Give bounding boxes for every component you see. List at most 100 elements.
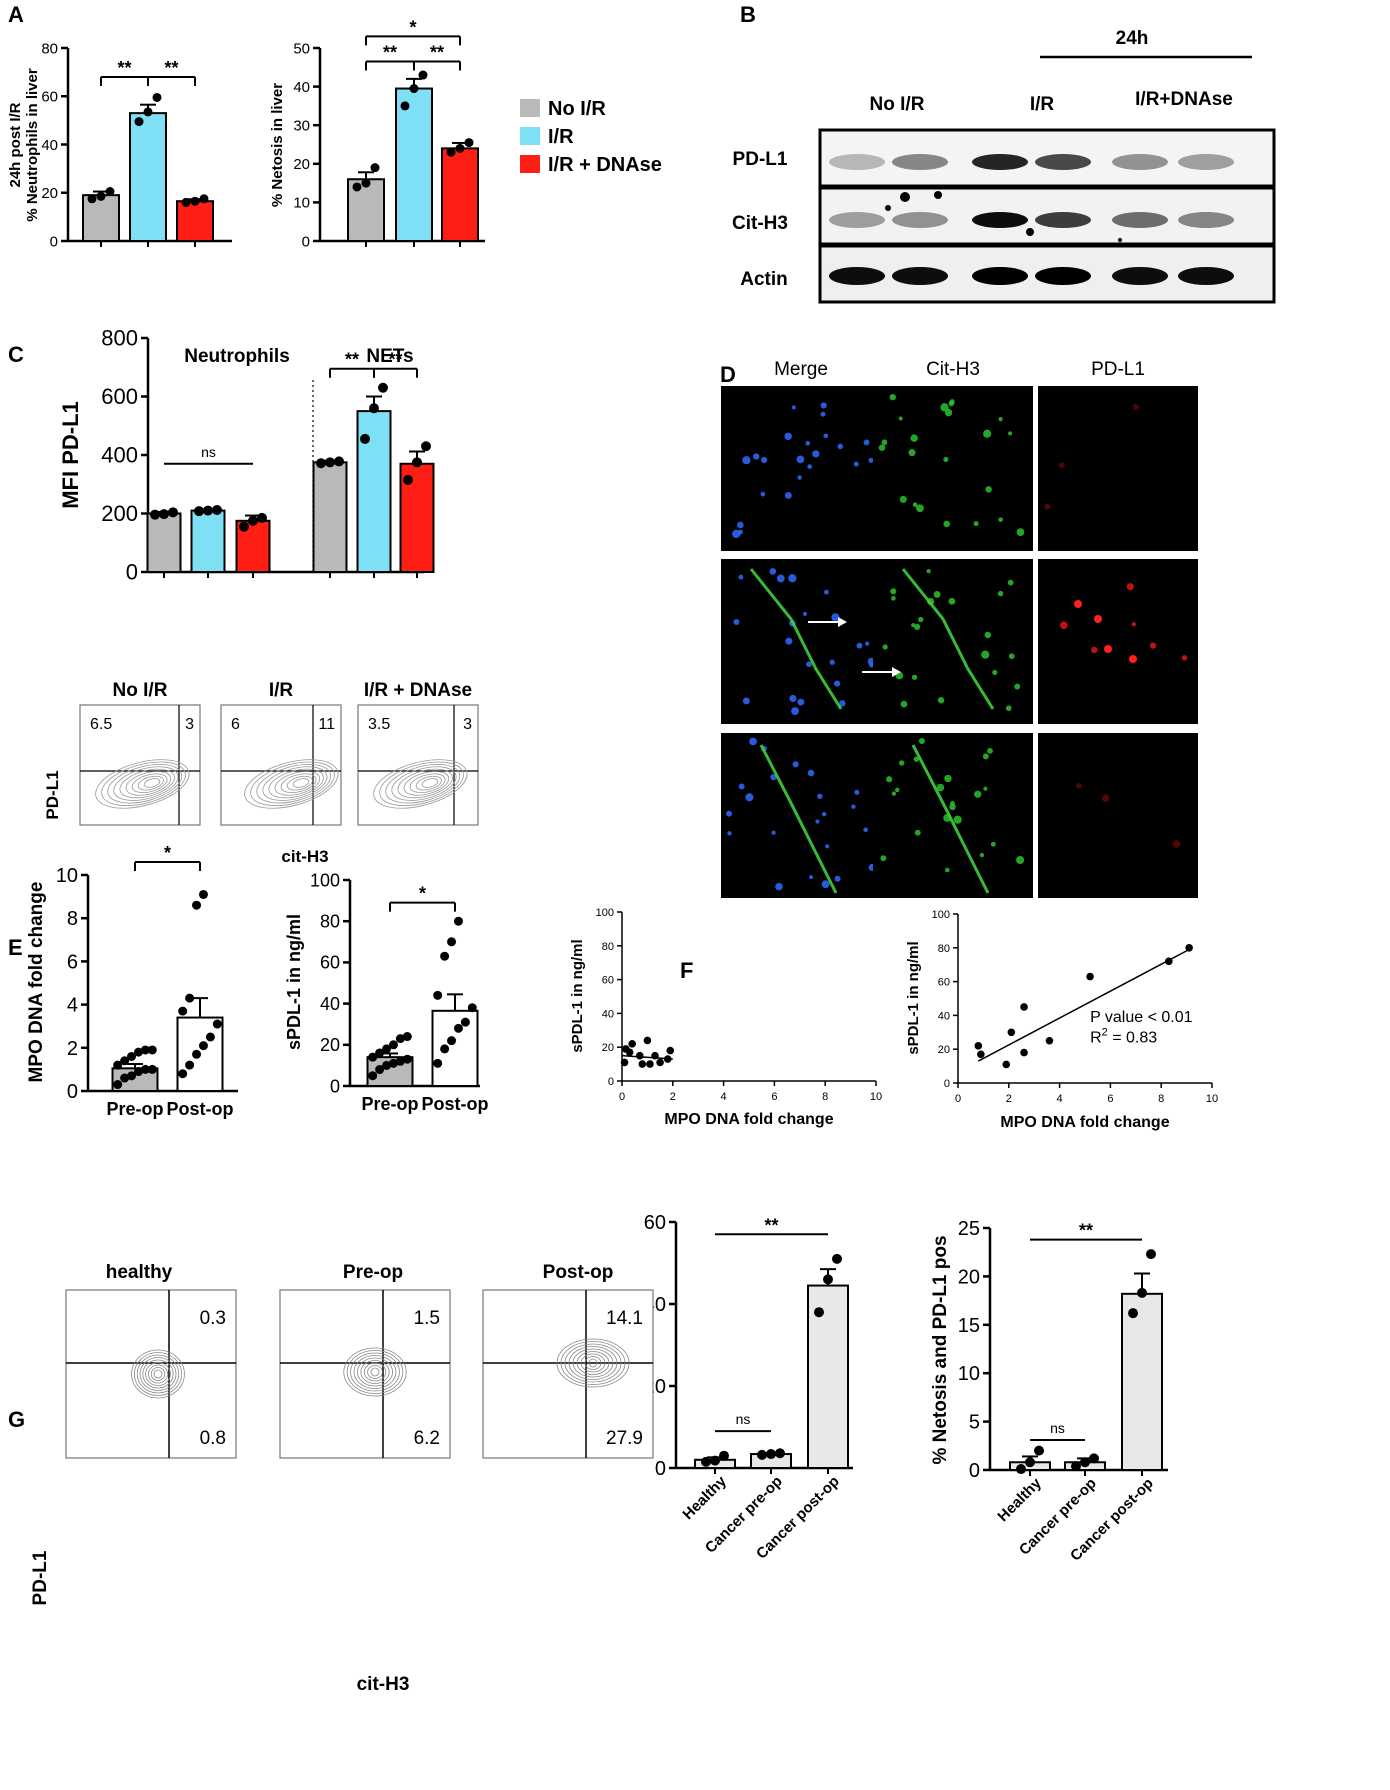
data-point <box>433 990 443 1000</box>
data-point <box>375 1048 385 1058</box>
y-tick-label: 0 <box>302 233 310 250</box>
micro-cell <box>916 504 924 513</box>
x-axis-label: MPO DNA fold change <box>664 1111 833 1128</box>
micro-cell <box>983 429 992 438</box>
significance-label: ** <box>388 350 402 370</box>
micro-cell <box>1005 705 1012 712</box>
flow-g: PD-L1 cit-H3 healthy 0.3 0.8 Pre-op 1.5 6.2 Po… <box>30 1262 654 1695</box>
data-point <box>96 191 106 201</box>
data-point <box>120 1073 130 1083</box>
contour <box>556 1338 630 1388</box>
micro-cell <box>788 574 797 583</box>
contour <box>153 1369 163 1379</box>
micro-cell <box>911 623 916 628</box>
contour <box>139 1357 177 1391</box>
y-tick-label: 400 <box>101 443 138 468</box>
y-axis-label: sPDL-1 in ng/ml <box>905 941 922 1054</box>
data-point <box>638 1060 647 1068</box>
legend-a: No I/R I/R I/R + DNAse <box>520 98 662 176</box>
data-point <box>455 143 465 153</box>
data-point <box>643 1036 652 1045</box>
micro-cell <box>745 793 754 802</box>
micro-cell <box>998 417 1003 422</box>
data-point <box>412 457 422 468</box>
micro-cell <box>1131 622 1137 627</box>
data-point <box>127 1051 137 1061</box>
micro-image-bg <box>1038 386 1198 551</box>
micro-column-label: Merge <box>774 359 828 380</box>
net-strand <box>749 568 843 710</box>
bar <box>82 194 120 243</box>
micro-cell <box>992 669 998 676</box>
chart-C: 0 200 400 600 800 MFI PD-L1 ns ** ** Neutrophils N… <box>58 326 435 585</box>
contour <box>286 775 313 791</box>
micro-cell <box>933 590 941 598</box>
data-point <box>651 1051 659 1060</box>
y-tick-label: 60 <box>644 1212 666 1234</box>
y-tick-label: 40 <box>293 79 310 96</box>
fit-line <box>977 948 1190 1062</box>
data-point <box>133 1047 143 1057</box>
blot-band <box>829 212 885 228</box>
significance-label: ** <box>164 58 178 78</box>
blot-band <box>972 267 1028 285</box>
bar <box>807 1284 849 1470</box>
micro-cell <box>769 568 777 575</box>
quadrant-ur: 3 <box>185 716 194 733</box>
micro-cell <box>979 852 985 858</box>
data-point <box>453 1023 463 1033</box>
micro-cell <box>1007 579 1014 586</box>
y-tick-label: 10 <box>56 865 78 887</box>
x-tick-label: 2 <box>670 1091 676 1103</box>
y-tick-label: 10 <box>293 195 310 212</box>
y-axis-label: sPDL-1 in ng/ml <box>569 939 586 1052</box>
micro-image-bg <box>1038 733 1198 898</box>
data-point <box>400 101 410 111</box>
contour <box>367 1365 383 1379</box>
data-point <box>402 1032 412 1042</box>
significance-label: * <box>409 17 416 37</box>
category-label: Pre-op <box>106 1099 163 1119</box>
data-point <box>198 1041 208 1051</box>
data-point <box>368 1052 378 1062</box>
blot-speck <box>885 205 891 211</box>
data-point <box>757 1449 767 1460</box>
data-point <box>212 1019 222 1029</box>
blot-band <box>1035 267 1091 285</box>
data-point <box>382 1044 392 1054</box>
data-point <box>325 457 335 468</box>
micro-cell <box>940 403 949 412</box>
y-tick-label: 4 <box>67 995 78 1017</box>
micro-cell <box>821 812 827 817</box>
data-point <box>1034 1445 1044 1456</box>
data-point <box>823 1274 833 1285</box>
contour <box>250 761 335 807</box>
contour <box>137 775 164 791</box>
micro-image-bg <box>721 386 881 551</box>
micro-cell <box>809 875 814 880</box>
micro-cell <box>937 696 945 704</box>
data-point <box>446 147 456 157</box>
micro-cell <box>900 700 908 708</box>
micro-cell <box>815 819 820 824</box>
micro-cell <box>805 440 811 446</box>
micro-cell <box>865 641 870 646</box>
data-point <box>460 1017 470 1027</box>
flow-c-plot-title: No I/R <box>113 680 168 701</box>
micro-cell <box>973 521 979 527</box>
micro-cell <box>889 393 896 401</box>
micro-cell <box>823 433 829 439</box>
contour <box>564 1343 622 1383</box>
significance-label: ** <box>117 58 131 78</box>
y-tick-label: 0 <box>126 560 138 585</box>
y-tick-label: 0 <box>330 1076 340 1096</box>
micro-cell <box>869 662 874 668</box>
data-point <box>159 509 169 520</box>
significance-label: ** <box>345 350 359 370</box>
micro-cell <box>982 753 989 760</box>
contour <box>343 1347 407 1397</box>
micro-cell <box>807 464 813 469</box>
micro-cell <box>839 700 846 707</box>
